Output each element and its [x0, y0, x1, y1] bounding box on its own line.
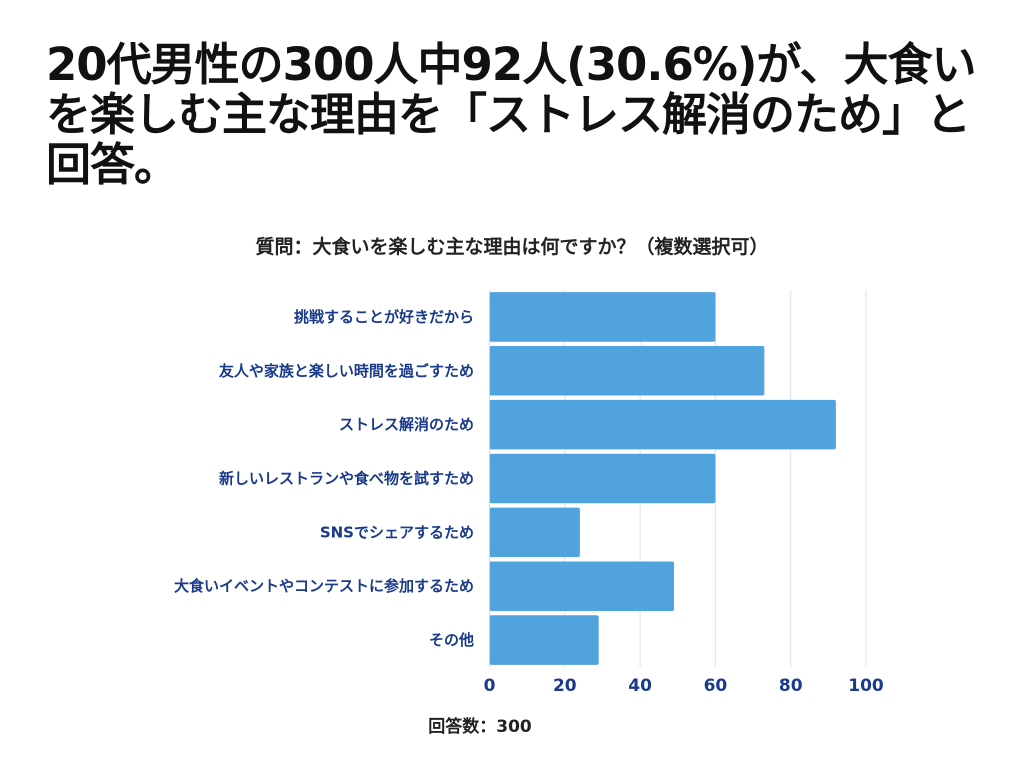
bar [489, 561, 674, 611]
bar [489, 453, 716, 504]
bar [489, 399, 836, 450]
chart-title: 質問：大食いを楽しむ主な理由は何ですか？（複数選択可） [255, 236, 769, 258]
bar [489, 292, 716, 342]
x-tick-label: 80 [779, 676, 803, 696]
x-tick-label: 0 [484, 676, 496, 696]
category-label: 挑戦することが好きだから [294, 308, 474, 326]
category-label: その他 [429, 631, 474, 649]
category-label: SNSでシェアするため [320, 523, 474, 541]
x-tick-label: 60 [704, 676, 728, 696]
headline: 20代男性の300人中92人(30.6%)が、大食いを楽しむ主な理由を「ストレス… [46, 38, 977, 191]
respondent-count: 回答数：300 [428, 717, 532, 737]
category-label: ストレス解消のため [339, 416, 474, 434]
category-label: 友人や家族と楽しい時間を過ごすため [219, 362, 474, 380]
x-tick-label: 40 [628, 676, 652, 696]
bar [489, 615, 599, 665]
x-tick-label: 20 [553, 676, 577, 696]
bar [489, 507, 580, 558]
bar [489, 346, 765, 396]
x-tick-label: 100 [848, 676, 884, 696]
category-label: 大食いイベントやコンテストに参加するため [174, 577, 474, 595]
category-label: 新しいレストランや食べ物を試すため [219, 470, 474, 488]
